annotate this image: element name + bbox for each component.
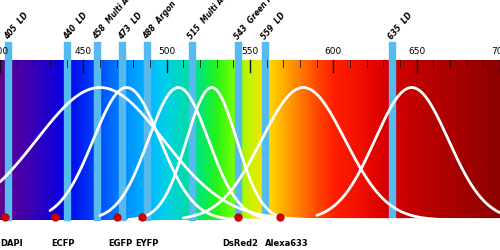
Text: Alexa633: Alexa633 [265,238,308,248]
Text: 450: 450 [75,46,92,56]
Text: 400: 400 [0,46,8,56]
Text: EYFP: EYFP [135,238,158,248]
Text: 488  Argon: 488 Argon [142,0,178,41]
Text: 550: 550 [242,46,258,56]
Text: DAPI: DAPI [0,238,23,248]
Text: 700: 700 [492,46,500,56]
Text: 650: 650 [408,46,426,56]
Text: 405  LD: 405 LD [3,11,30,41]
Text: 635  LD: 635 LD [386,11,414,41]
Text: 500: 500 [158,46,176,56]
Text: 458  Multi Argon: 458 Multi Argon [92,0,144,41]
Text: 600: 600 [324,46,342,56]
Text: 473  LD: 473 LD [116,11,144,41]
Text: DsRed2: DsRed2 [222,238,258,248]
Text: 515  Multi Argon: 515 Multi Argon [186,0,239,41]
Text: 559  LD: 559 LD [260,11,287,41]
Text: 440  LD: 440 LD [62,11,89,41]
Text: 543  Green HeNe: 543 Green HeNe [233,0,286,41]
Text: ECFP: ECFP [52,238,75,248]
Text: EGFP: EGFP [108,238,132,248]
